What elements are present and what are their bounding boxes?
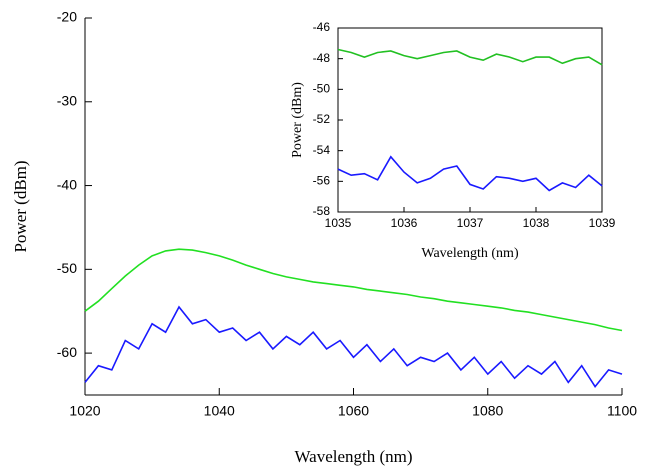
data-line — [337, 155, 603, 192]
y-tick-label: -60 — [57, 344, 77, 360]
x-tick-label: 1040 — [204, 403, 235, 419]
y-tick-label: -52 — [313, 112, 331, 126]
x-tick-label: 1060 — [338, 403, 369, 419]
data-line — [337, 48, 603, 66]
y-tick-label: -48 — [313, 51, 331, 65]
x-axis-label: Wavelength (nm) — [294, 447, 412, 466]
data-line — [84, 248, 623, 332]
y-tick-label: -50 — [313, 82, 331, 96]
x-axis-label: Wavelength (nm) — [421, 246, 519, 261]
y-tick-label: -54 — [313, 143, 331, 157]
y-axis-label: Power (dBm) — [11, 160, 30, 252]
y-tick-label: -20 — [57, 9, 77, 25]
y-tick-label: -50 — [57, 260, 77, 276]
y-axis-label: Power (dBm) — [290, 82, 305, 158]
x-tick-label: 1038 — [523, 216, 550, 230]
x-tick-label: 1020 — [69, 403, 100, 419]
y-tick-label: -40 — [57, 176, 77, 192]
x-tick-label: 1039 — [589, 216, 616, 230]
x-tick-label: 1100 — [607, 403, 637, 419]
y-tick-label: -30 — [57, 92, 77, 108]
data-line — [84, 305, 623, 388]
y-tick-label: -58 — [313, 204, 331, 218]
y-tick-label: -46 — [313, 20, 331, 34]
x-tick-label: 1080 — [472, 403, 503, 419]
x-tick-label: 1037 — [457, 216, 484, 230]
inset-frame — [337, 27, 603, 213]
y-tick-label: -56 — [313, 174, 331, 188]
x-tick-label: 1036 — [391, 216, 418, 230]
x-tick-label: 1035 — [325, 216, 352, 230]
